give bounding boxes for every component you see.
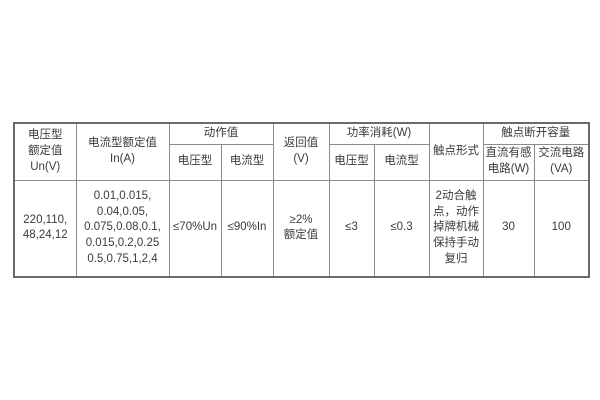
subheader-power-voltage-type: 电压型 — [328, 143, 375, 181]
spec-table: 电压型 额定值 Un(V) 电流型额定值 In(A) 动作值 返回值 (V) 功… — [13, 122, 590, 278]
cell-in-values: 0.01,0.015, 0.04,0.05, 0.075,0.08,0.1, 0… — [75, 179, 170, 278]
header-return-value: 返回值 (V) — [272, 122, 330, 181]
cell-action-current: ≤90%In — [220, 179, 274, 278]
data-row: 220,110, 48,24,12 0.01,0.015, 0.04,0.05,… — [13, 179, 590, 278]
header-sub-row: 电压型 电流型 电压型 电流型 直流有感 电路(W) 交流电路 (VA) — [14, 143, 590, 181]
cell-dc-circuit: 30 — [482, 179, 535, 278]
header-contact-form: 触点形式 — [428, 122, 484, 181]
header-voltage-rated-un: 电压型 额定值 Un(V) — [13, 122, 77, 181]
header-action-value: 动作值 — [168, 122, 274, 145]
subheader-power-current-type: 电流型 — [373, 143, 430, 181]
subheader-dc-inductive-circuit: 直流有感 电路(W) — [482, 143, 535, 181]
cell-contact-form: 2动合触 点，动作 掉牌机械 保持手动 复归 — [428, 179, 484, 278]
subheader-ac-circuit: 交流电路 (VA) — [533, 143, 590, 181]
cell-power-voltage: ≤3 — [328, 179, 375, 278]
header-current-rated-in: 电流型额定值 In(A) — [75, 122, 170, 181]
header-breaking-capacity: 触点断开容量 — [482, 122, 590, 145]
cell-action-voltage: ≤70%Un — [168, 179, 222, 278]
header-group-row: 电压型 额定值 Un(V) 电流型额定值 In(A) 动作值 返回值 (V) 功… — [13, 122, 590, 181]
cell-un-values: 220,110, 48,24,12 — [13, 179, 77, 278]
subheader-action-voltage-type: 电压型 — [168, 143, 222, 181]
header-power-consumption: 功率消耗(W) — [328, 122, 430, 145]
cell-return-value: ≥2% 额定值 — [272, 179, 330, 278]
cell-ac-circuit: 100 — [533, 179, 590, 278]
subheader-action-current-type: 电流型 — [220, 143, 274, 181]
cell-power-current: ≤0.3 — [373, 179, 430, 278]
